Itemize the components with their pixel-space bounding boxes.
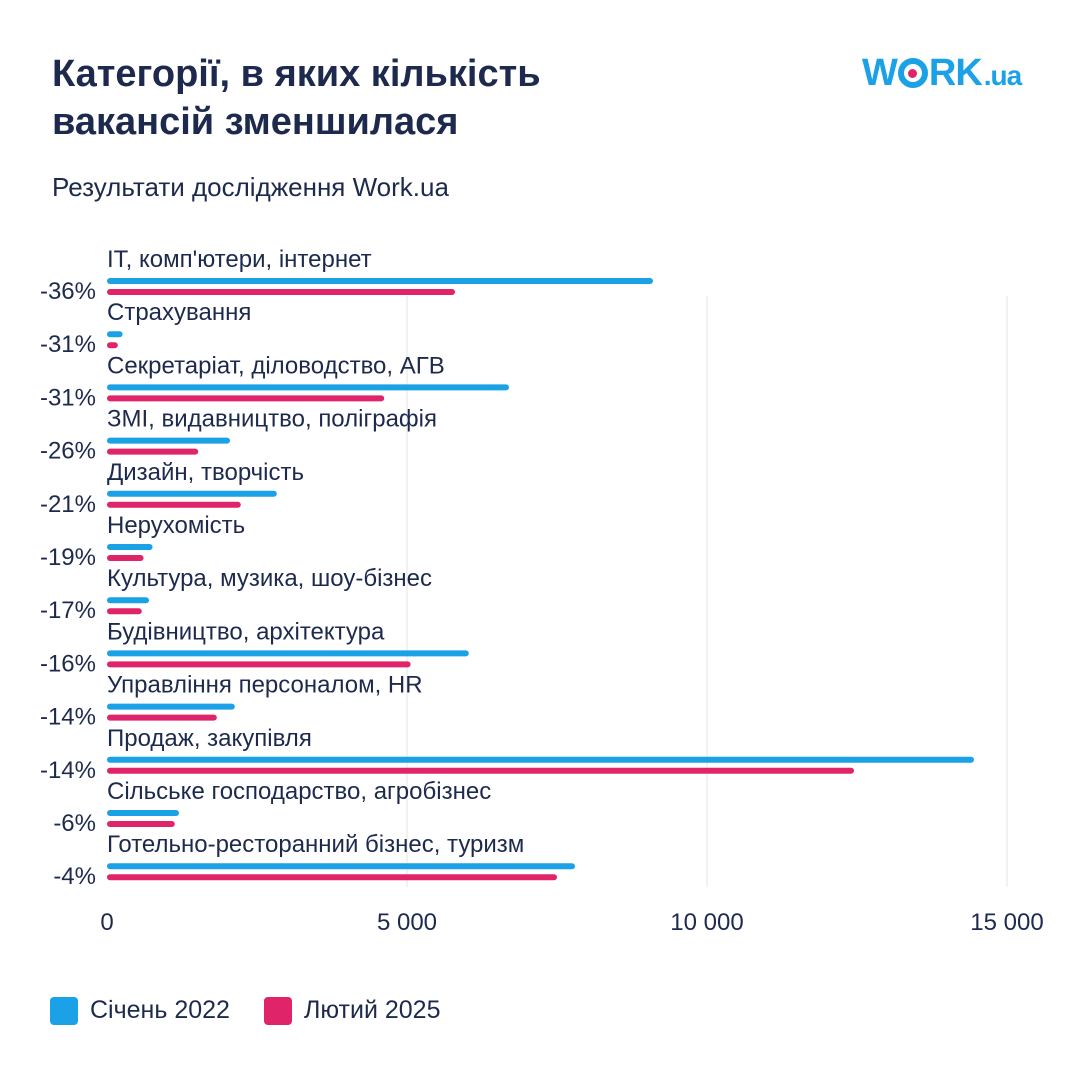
bar-2025 (107, 714, 217, 721)
bar-2025 (107, 821, 175, 827)
chart-title: Категорії, в яких кількість вакансій зме… (52, 53, 541, 143)
change-label: -4% (53, 863, 96, 890)
bar-2025 (107, 767, 854, 774)
category-label: Культура, музика, шоу-бізнес (107, 565, 432, 592)
change-label: -19% (40, 544, 96, 571)
x-tick-label: 10 000 (670, 909, 743, 936)
bar-2022 (107, 437, 230, 444)
category-label: ЗМІ, видавництво, поліграфія (107, 406, 437, 433)
bar-2022 (107, 544, 153, 550)
category-label: Секретаріат, діловодство, АГВ (107, 352, 445, 379)
bar-2025 (107, 874, 557, 881)
bar-2022 (107, 650, 469, 657)
category-label: Страхування (107, 299, 251, 326)
x-tick-label: 15 000 (970, 909, 1043, 936)
legend: Січень 2022 Лютий 2025 (50, 996, 441, 1025)
change-label: -31% (40, 331, 96, 358)
bar-2022 (107, 597, 149, 604)
bar-2025 (107, 342, 118, 349)
bar-2025 (107, 289, 455, 295)
change-label: -16% (40, 650, 96, 677)
bar-2022 (107, 810, 179, 816)
legend-item-2025: Лютий 2025 (263, 996, 441, 1025)
category-label: Управління персоналом, HR (107, 672, 423, 699)
legend-item-2022: Січень 2022 (50, 996, 230, 1025)
change-label: -17% (40, 597, 96, 624)
bar-2022 (107, 756, 974, 763)
x-tick-label: 0 (100, 909, 113, 936)
bar-2022 (107, 331, 123, 338)
bar-2025 (107, 555, 144, 561)
change-label: -6% (53, 810, 96, 837)
category-label: Сільське господарство, агробізнес (107, 778, 491, 805)
bar-2022 (107, 863, 575, 870)
change-label: -14% (40, 757, 96, 784)
legend-swatch-2025 (263, 996, 292, 1025)
change-label: -31% (40, 384, 96, 411)
category-label: Продаж, закупівля (107, 725, 312, 752)
logo-o-mark-icon (897, 58, 928, 88)
category-label: Нерухомість (107, 512, 245, 539)
change-label: -36% (40, 278, 96, 305)
x-tick-label: 5 000 (377, 909, 437, 936)
category-label: Готельно-ресторанний бізнес, туризм (107, 831, 524, 858)
bar-2022 (107, 278, 653, 284)
bar-2022 (107, 703, 235, 710)
bar-2025 (107, 501, 241, 508)
bar-2025 (107, 448, 199, 455)
change-label: -26% (40, 438, 96, 465)
bar-2022 (107, 384, 509, 391)
legend-label-2022: Січень 2022 (90, 996, 230, 1024)
category-label: Будівництво, архітектура (107, 618, 385, 645)
chart-subtitle: Результати дослідження Work.ua (52, 172, 449, 202)
bar-2022 (107, 490, 277, 497)
work-ua-logo: W RK.ua (862, 52, 1022, 94)
legend-label-2025: Лютий 2025 (303, 996, 441, 1024)
category-label: IT, комп'ютери, інтернет (107, 246, 372, 273)
bar-2025 (107, 608, 142, 615)
change-label: -21% (40, 491, 96, 518)
change-label: -14% (40, 704, 96, 731)
bar-2025 (107, 661, 411, 668)
bar-2025 (107, 395, 385, 402)
bar-chart: 0 5 000 10 000 15 000 IT, комп'ютери, інтерн… (40, 246, 1044, 936)
legend-swatch-2022 (50, 996, 78, 1025)
category-label: Дизайн, творчість (107, 459, 304, 486)
